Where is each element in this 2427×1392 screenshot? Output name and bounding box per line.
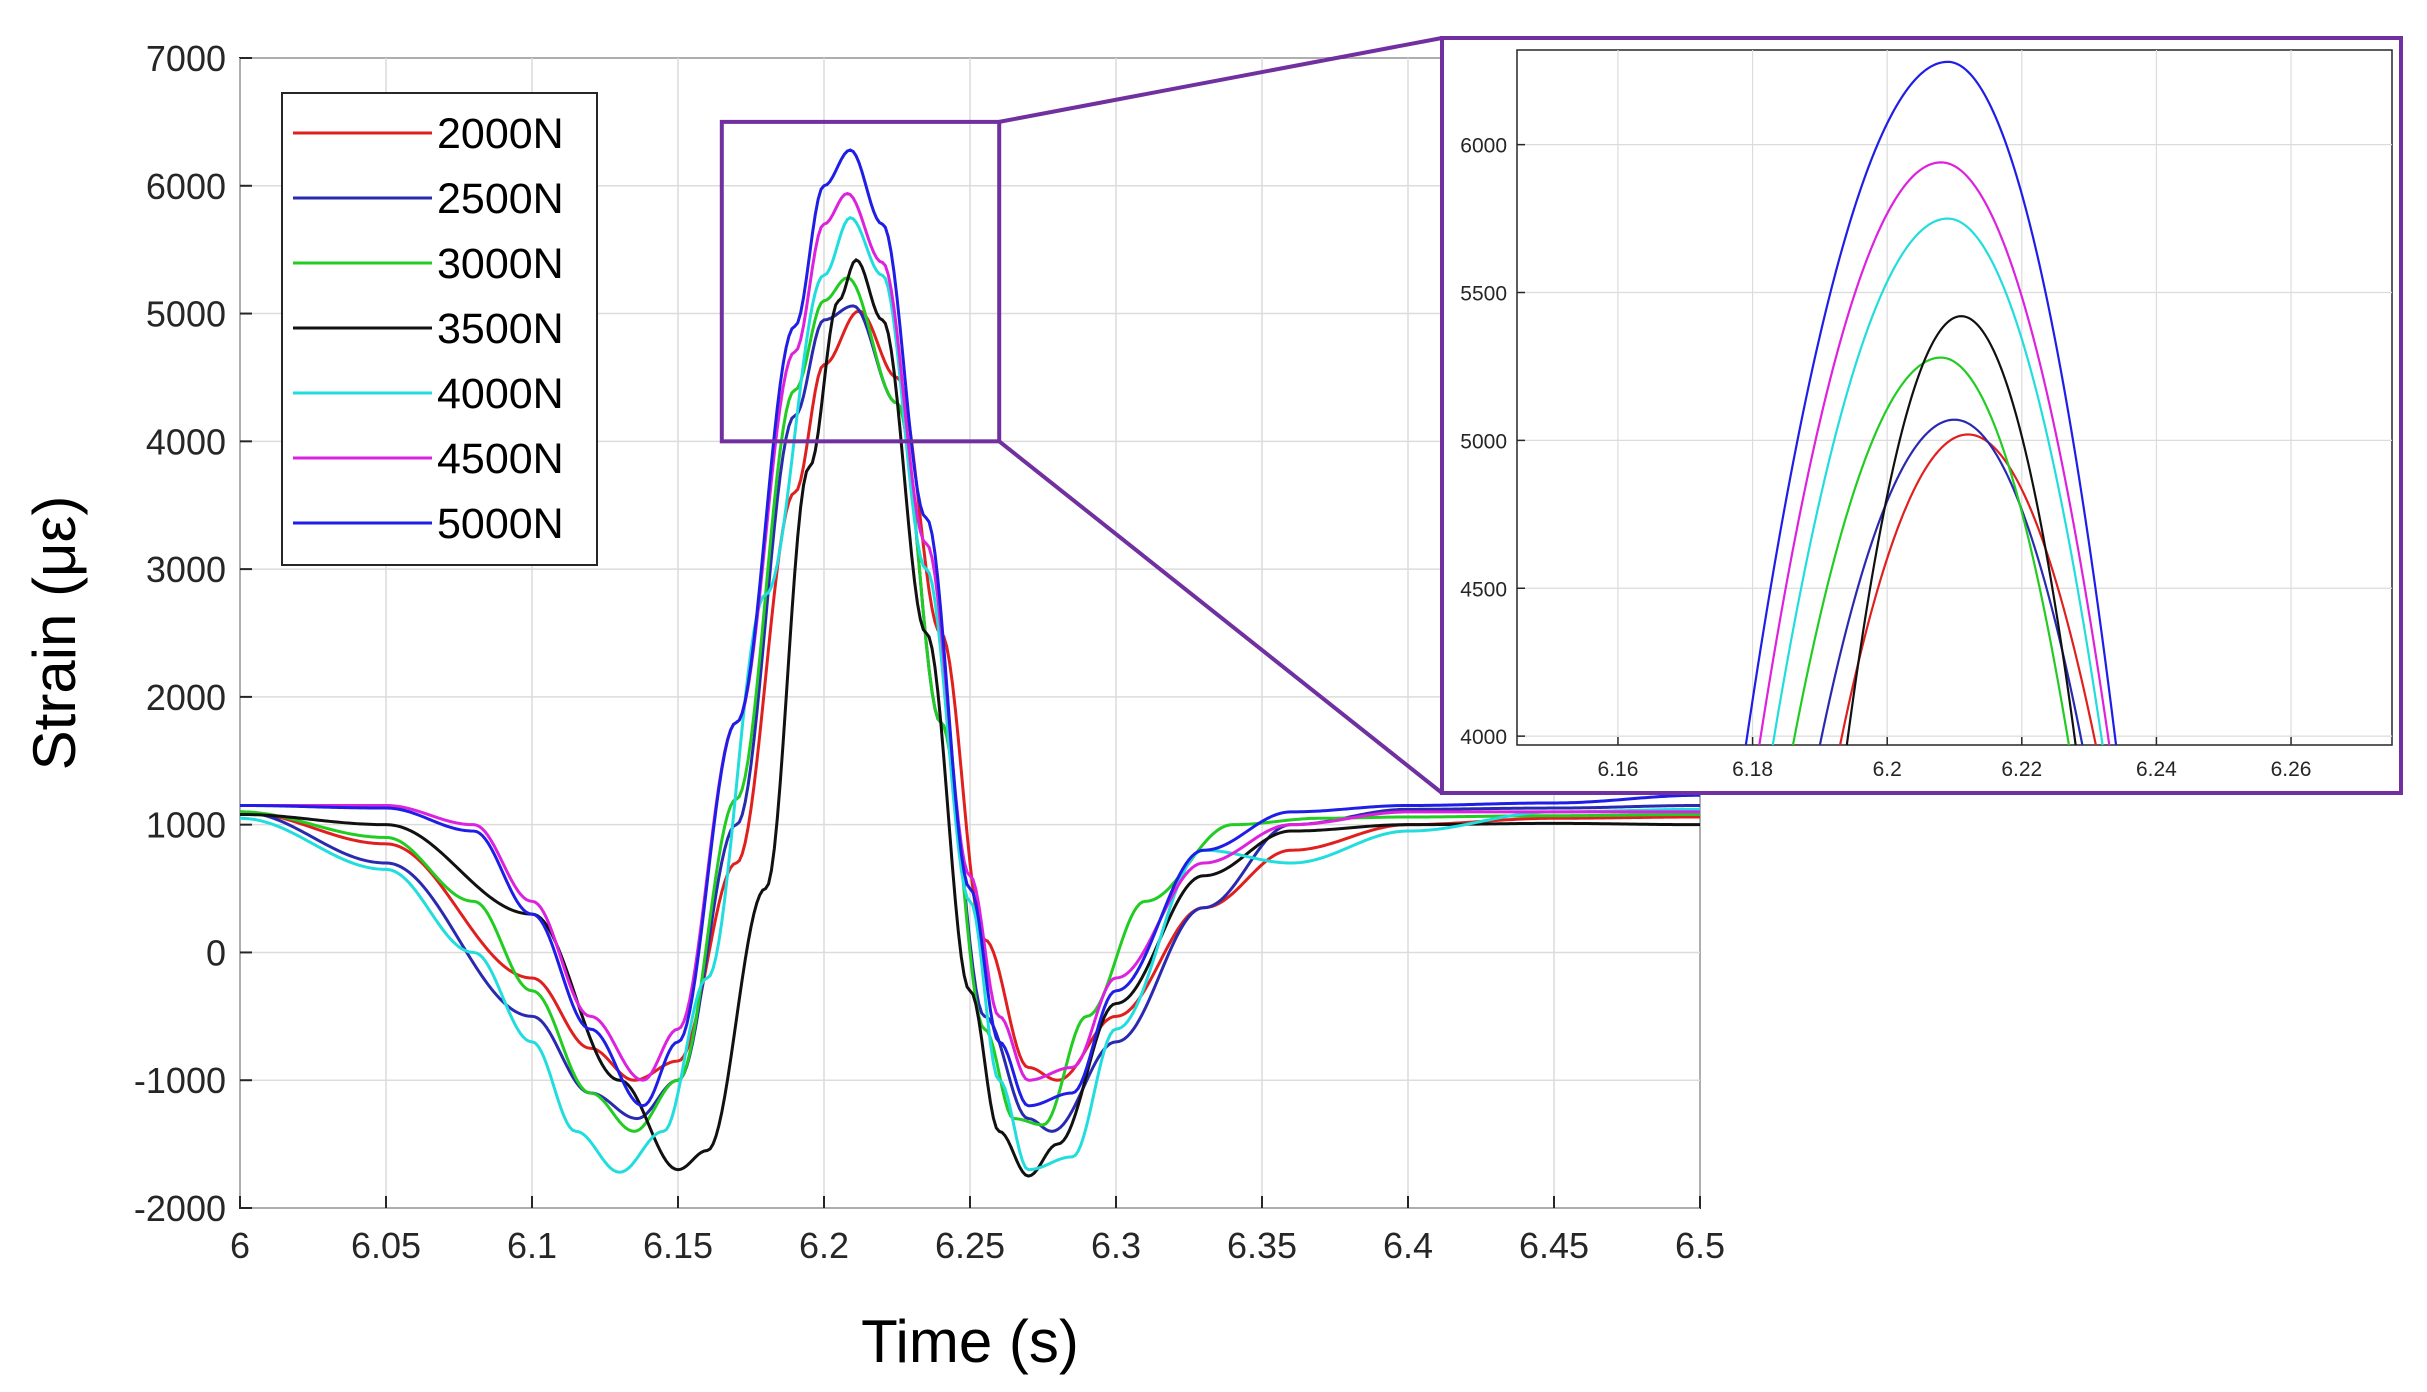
inset-x-tick-label: 6.2: [1873, 758, 1902, 781]
main-series-4500N-line: [240, 191, 1700, 1082]
legend-entries: 2000N 2500N 3000N 3500N 4000N 4500N 5000N: [293, 110, 564, 548]
main-x-tick-label: 6.25: [935, 1225, 1005, 1266]
inset-series-4000N-line: [1771, 217, 2104, 746]
inset-y-tick-label: 5500: [1460, 283, 1507, 306]
zoom-inset-chart: 6.16 6.18 6.2 6.22 6.24 6.26 4000 4500 5000 5500 6…: [1440, 36, 2403, 795]
main-series-5000N-line: [240, 148, 1701, 1108]
main-x-tick-label: 6.5: [1675, 1225, 1725, 1266]
main-y-tick-label: 6000: [146, 166, 226, 207]
inset-grid: [1517, 50, 2392, 745]
inset-ticks: 6.16 6.18 6.2 6.22 6.24 6.26 4000 4500 5000 5500 6…: [1460, 135, 2311, 781]
main-series-3500N-line: [239, 258, 1700, 1178]
main-x-tick-label: 6: [230, 1225, 250, 1266]
inset-x-tick-label: 6.26: [2271, 758, 2312, 781]
zoom-annotation: [719, 36, 1444, 795]
main-series-3000N-line: [239, 276, 1701, 1133]
legend-label-2000N: 2000N: [437, 110, 564, 158]
legend-label-5000N: 5000N: [437, 500, 564, 548]
inset-lines: [1744, 60, 2118, 746]
inset-y-tick-label: 6000: [1460, 135, 1507, 158]
inset-series-5000N-line: [1744, 60, 2118, 746]
main-x-tick-label: 6.3: [1091, 1225, 1141, 1266]
main-x-tick-label: 6.2: [799, 1225, 849, 1266]
x-axis-title: Time (s): [861, 1308, 1079, 1375]
legend-label-2500N: 2500N: [437, 175, 564, 223]
y-axis-title: Strain (με): [21, 496, 88, 771]
main-y-tick-label: -2000: [134, 1188, 226, 1229]
main-y-tick-label: 0: [206, 932, 226, 973]
zoom-region-box: [719, 119, 1002, 444]
inset-plot-area: [1516, 49, 2393, 746]
legend-label-4500N: 4500N: [437, 435, 564, 483]
inset-x-tick-label: 6.22: [2001, 758, 2042, 781]
inset-x-tick-label: 6.24: [2136, 758, 2177, 781]
main-y-tick-label: 2000: [146, 677, 226, 718]
main-y-tick-label: 4000: [146, 421, 226, 462]
main-ticks: 6 6.05 6.1 6.15 6.2 6.25 6.3 6.35 6.4 6.45 6.5 -200…: [134, 38, 1725, 1266]
inset-y-tick-label: 5000: [1460, 430, 1507, 453]
legend-label-3000N: 3000N: [437, 240, 564, 288]
inset-y-tick-label: 4000: [1460, 726, 1507, 749]
inset-x-tick-label: 6.18: [1732, 758, 1773, 781]
main-x-tick-label: 6.15: [643, 1225, 713, 1266]
inset-series-3000N-line: [1791, 356, 2071, 746]
main-x-tick-label: 6.4: [1383, 1225, 1433, 1266]
inset-series-4500N-line: [1758, 161, 2111, 746]
inset-series-3500N-line: [1845, 315, 2077, 746]
zoom-connector-top: [998, 36, 1443, 124]
main-y-tick-label: 1000: [146, 805, 226, 846]
legend-label-3500N: 3500N: [437, 305, 564, 353]
main-y-tick-label: 7000: [146, 38, 226, 79]
legend-label-4000N: 4000N: [437, 370, 564, 418]
main-series-4000N-line: [239, 216, 1701, 1174]
legend: 2000N 2500N 3000N 3500N 4000N 4500N 5000N: [281, 92, 598, 566]
main-y-tick-label: -1000: [134, 1060, 226, 1101]
zoom-connector-bottom: [997, 439, 1444, 795]
main-x-tick-label: 6.1: [507, 1225, 557, 1266]
main-lines: [239, 148, 1701, 1178]
main-y-tick-label: 5000: [146, 294, 226, 335]
main-x-tick-label: 6.05: [351, 1225, 421, 1266]
inset-x-tick-label: 6.16: [1598, 758, 1639, 781]
inset-y-tick-label: 4500: [1460, 578, 1507, 601]
main-y-tick-label: 3000: [146, 549, 226, 590]
inset-series-2500N-line: [1818, 418, 2084, 746]
main-x-tick-label: 6.45: [1519, 1225, 1589, 1266]
inset-series-2000N-line: [1839, 433, 2097, 746]
main-x-tick-label: 6.35: [1227, 1225, 1297, 1266]
